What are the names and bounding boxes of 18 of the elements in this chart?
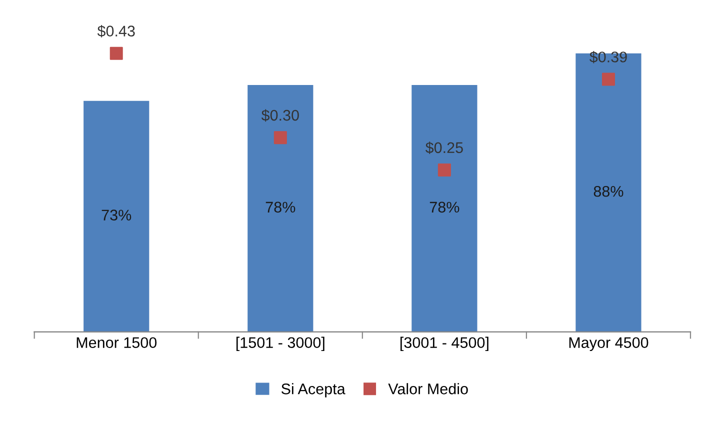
- x-tick-label: Menor 1500: [76, 337, 157, 348]
- x-tick-label: [1501 - 3000]: [236, 336, 324, 352]
- data-label: $0.25: [425, 142, 463, 154]
- data-label: 88%: [594, 186, 624, 197]
- data-label: 78%: [266, 202, 296, 213]
- point: [602, 72, 615, 86]
- data-label: 78%: [430, 202, 460, 213]
- point: [110, 46, 123, 60]
- x-tick-label: Mayor 4500: [569, 337, 648, 352]
- legend-label: Si Acepta: [281, 383, 346, 398]
- legend-label: Valor Medio: [388, 383, 468, 394]
- data-label: $0.30: [261, 109, 299, 122]
- point: [274, 131, 287, 144]
- data-label: $0.43: [97, 25, 135, 38]
- data-label: 73%: [102, 210, 132, 220]
- data-label: $0.39: [590, 50, 627, 64]
- x-tick-label: [3001 - 4500]: [400, 336, 488, 352]
- point: [438, 163, 451, 176]
